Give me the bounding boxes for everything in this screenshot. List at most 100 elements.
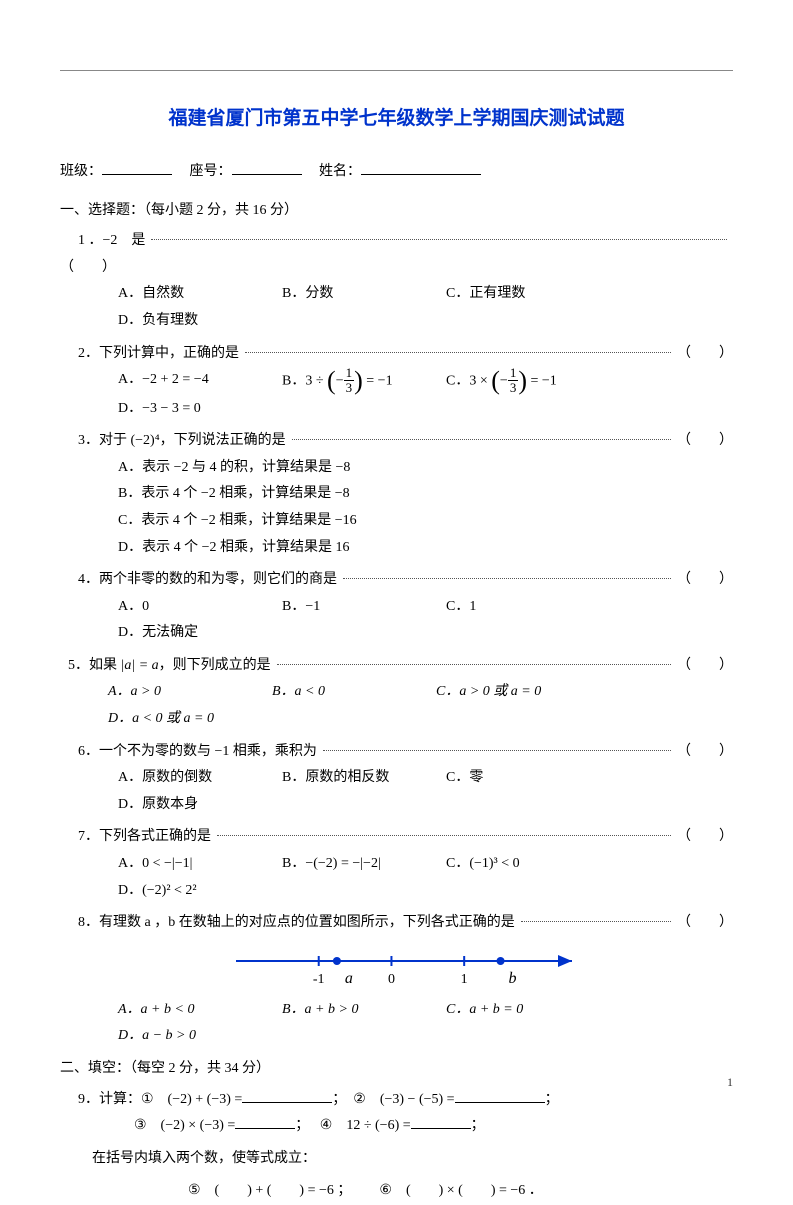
q1-opt-a: A．自然数 (118, 281, 282, 308)
leader-dots (277, 664, 671, 665)
question-6: 6． 一个不为零的数与 −1 相乘，乘积为 （ ） A．原数的倒数 B．原数的相… (78, 739, 733, 819)
svg-text:0: 0 (387, 972, 394, 987)
q7-opt-a: A．0 < −|−1| (118, 851, 282, 878)
q5-opt-c: C．a > 0 或 a = 0 (436, 679, 620, 706)
q4-prefix: 4． (78, 567, 99, 594)
q2-opt-b: B．3 ÷ (−13) = −1 (282, 367, 446, 395)
q8-opt-b: B．a + b > 0 (282, 997, 446, 1024)
question-8: 8． 有理数 a ，b 在数轴上的对应点的位置如图所示，下列各式正确的是 （ ）… (78, 910, 733, 1050)
q4-opt-c: C．1 (446, 594, 610, 621)
page-number: 1 (727, 1071, 733, 1094)
answer-paren[interactable]: （ ） (677, 739, 733, 766)
q6-opt-c: C．零 (446, 765, 610, 792)
q8-prefix: 8． (78, 910, 99, 937)
q9-item-4: ④ 12 ÷ (−6) = (320, 1113, 411, 1140)
q1-opt-b: B．分数 (282, 281, 446, 308)
page: 福建省厦门市第五中学七年级数学上学期国庆测试试题 班级： 座号： 姓名： 一、选… (0, 0, 793, 1122)
q2-opt-d: D．−3 − 3 = 0 (118, 396, 282, 423)
answer-paren[interactable]: （ ） (677, 341, 733, 368)
header-rule (60, 70, 733, 71)
q2-body: 下列计算中，正确的是 (99, 341, 239, 368)
q4-body: 两个非零的数的和为零，则它们的商是 (99, 567, 337, 594)
q8-body: 有理数 a ，b 在数轴上的对应点的位置如图所示，下列各式正确的是 (99, 910, 515, 937)
q6-body: 一个不为零的数与 −1 相乘，乘积为 (99, 739, 317, 766)
question-1: 1 ． −2 是 （ ） A．自然数 B．分数 C．正有理数 D．负有理数 (78, 228, 733, 334)
fill-blank-2[interactable] (455, 1089, 545, 1103)
neg-sign: − (336, 374, 344, 389)
svg-text:1: 1 (460, 972, 467, 987)
q2-c-pre: C．3 × (446, 374, 491, 389)
fill-blank-3[interactable] (235, 1115, 295, 1129)
q4-opt-b: B．−1 (282, 594, 446, 621)
name-blank[interactable] (361, 160, 481, 175)
svg-text:a: a (344, 970, 352, 987)
q3-opt-d: D．表示 4 个 −2 相乘，计算结果是 16 (118, 535, 432, 562)
q7-body: 下列各式正确的是 (99, 824, 211, 851)
q7-prefix: 7． (78, 824, 99, 851)
q1-opt-d: D．负有理数 (118, 308, 282, 335)
q9-item-6: ⑥ ( ) × ( ) = −6 ． (379, 1183, 542, 1198)
q2-prefix: 2． (78, 341, 99, 368)
q2-b-pre: B．3 ÷ (282, 374, 327, 389)
q5-opt-a: A．a > 0 (108, 679, 272, 706)
q7-opt-b: B．−(−2) = −|−2| (282, 851, 446, 878)
q3-opt-b: B．表示 4 个 −2 相乘，计算结果是 −8 (118, 481, 432, 508)
leader-dots (343, 578, 671, 579)
q7-opt-c: C．(−1)³ < 0 (446, 851, 610, 878)
sep: ； (545, 1087, 559, 1114)
leader-dots (245, 352, 671, 353)
answer-paren[interactable]: （ ） (677, 428, 733, 455)
q6-prefix: 6． (78, 739, 99, 766)
q5-opt-b: B．a < 0 (272, 679, 436, 706)
q9-instruction: 在括号内填入两个数，使等式成立： (92, 1146, 733, 1173)
q6-opt-a: A．原数的倒数 (118, 765, 282, 792)
fill-blank-4[interactable] (411, 1115, 471, 1129)
section-2-heading: 二、填空：（每空 2 分，共 34 分） (60, 1056, 733, 1083)
leader-dots (521, 921, 671, 922)
svg-text:b: b (508, 970, 516, 987)
q3-body: 对于 (−2)⁴，下列说法正确的是 (99, 428, 286, 455)
q9-prefix: 9． (78, 1087, 99, 1114)
question-3: 3． 对于 (−2)⁴，下列说法正确的是 （ ） A．表示 −2 与 4 的积，… (78, 428, 733, 561)
q3-opt-c: C．表示 4 个 −2 相乘，计算结果是 −16 (118, 508, 432, 535)
q1-opt-c: C．正有理数 (446, 281, 610, 308)
q6-opt-b: B．原数的相反数 (282, 765, 446, 792)
question-7: 7． 下列各式正确的是 （ ） A．0 < −|−1| B．−(−2) = −|… (78, 824, 733, 904)
q4-opt-a: A．0 (118, 594, 282, 621)
q1-prefix: 1 ． (78, 228, 103, 255)
q9-lead: 计算： (99, 1087, 141, 1114)
class-label: 班级： (60, 164, 102, 179)
q9-item-1: ① (−2) + (−3) = (141, 1087, 242, 1114)
fill-blank-1[interactable] (242, 1089, 332, 1103)
answer-paren[interactable]: （ ） (677, 824, 733, 851)
class-blank[interactable] (102, 160, 172, 175)
name-label: 姓名： (319, 164, 361, 179)
q3-prefix: 3． (78, 428, 99, 455)
student-info-row: 班级： 座号： 姓名： (60, 159, 733, 186)
q8-opt-c: C．a + b = 0 (446, 997, 610, 1024)
svg-text:-1: -1 (312, 972, 324, 987)
q3-opt-a: A．表示 −2 与 4 的积，计算结果是 −8 (118, 455, 432, 482)
question-2: 2． 下列计算中，正确的是 （ ） A．−2 + 2 = −4 B．3 ÷ (−… (78, 341, 733, 422)
q5-opt-d: D．a < 0 或 a = 0 (108, 706, 272, 733)
leader-dots (323, 750, 671, 751)
number-line-figure: -1 0 1 a b (226, 943, 586, 993)
answer-paren[interactable]: （ ） (677, 910, 733, 937)
answer-paren[interactable]: （ ） (677, 567, 733, 594)
sep: ； (295, 1113, 309, 1140)
leader-dots (151, 239, 727, 240)
q1-body: −2 是 (103, 228, 146, 255)
q8-opt-d: D．a − b > 0 (118, 1023, 282, 1050)
question-9: 9． 计算： ① (−2) + (−3) = ； ② (−3) − (−5) =… (78, 1087, 733, 1205)
q2-c-post: = −1 (527, 374, 557, 389)
answer-paren[interactable]: （ ） (60, 260, 116, 275)
question-4: 4． 两个非零的数的和为零，则它们的商是 （ ） A．0 B．−1 C．1 D．… (78, 567, 733, 647)
answer-paren[interactable]: （ ） (677, 653, 733, 680)
leader-dots (292, 439, 671, 440)
q5-prefix: 5． (68, 653, 89, 680)
seat-blank[interactable] (232, 160, 302, 175)
q8-opt-a: A．a + b < 0 (118, 997, 282, 1024)
leader-dots (217, 835, 671, 836)
q9-item-5: ⑤ ( ) + ( ) = −6 ； (188, 1183, 351, 1198)
q2-opt-a: A．−2 + 2 = −4 (118, 367, 282, 395)
